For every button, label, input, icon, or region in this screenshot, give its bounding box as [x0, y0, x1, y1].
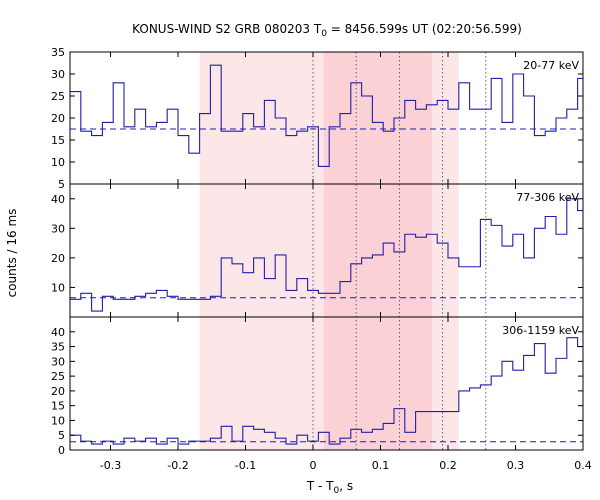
y-tick-label: 5 [58, 429, 65, 442]
shaded-interval-inner [323, 52, 432, 450]
y-tick-label: 15 [51, 134, 65, 147]
y-tick-label: 10 [51, 156, 65, 169]
y-tick-label: 25 [51, 90, 65, 103]
y-tick-label: 40 [51, 193, 65, 206]
y-tick-label: 30 [51, 222, 65, 235]
x-tick-label: 0.3 [507, 459, 525, 472]
y-tick-label: 40 [51, 326, 65, 339]
y-axis-label: counts / 16 ms [5, 209, 19, 298]
chart-title: KONUS-WIND S2 GRB 080203 T0 = 8456.599s … [132, 22, 522, 39]
series-histogram [70, 198, 583, 312]
y-tick-label: 35 [51, 46, 65, 59]
x-tick-label: 0.1 [372, 459, 390, 472]
x-tick-label: -0.2 [167, 459, 188, 472]
y-tick-label: 10 [51, 414, 65, 427]
x-tick-label: 0 [310, 459, 317, 472]
series-histogram [70, 64, 583, 167]
y-tick-label: 25 [51, 370, 65, 383]
panel-energy-label: 77-306 keV [516, 191, 579, 204]
y-tick-label: 15 [51, 400, 65, 413]
panel-frame [69, 316, 584, 451]
series-histogram [70, 337, 583, 445]
panel-energy-label: 306-1159 keV [502, 324, 579, 337]
y-tick-label: 20 [51, 252, 65, 265]
y-tick-label: 20 [51, 112, 65, 125]
y-tick-label: 0 [58, 444, 65, 457]
y-tick-label: 30 [51, 68, 65, 81]
y-tick-label: 5 [58, 178, 65, 191]
y-tick-label: 10 [51, 281, 65, 294]
y-tick-label: 35 [51, 341, 65, 354]
y-tick-label: 30 [51, 355, 65, 368]
x-tick-label: 0.2 [439, 459, 457, 472]
x-tick-label: -0.3 [100, 459, 121, 472]
x-axis-label: T - T0, s [306, 479, 353, 496]
x-tick-label: 0.4 [574, 459, 592, 472]
panel-energy-label: 20-77 keV [523, 59, 579, 72]
x-tick-label: -0.1 [235, 459, 256, 472]
y-tick-label: 20 [51, 385, 65, 398]
